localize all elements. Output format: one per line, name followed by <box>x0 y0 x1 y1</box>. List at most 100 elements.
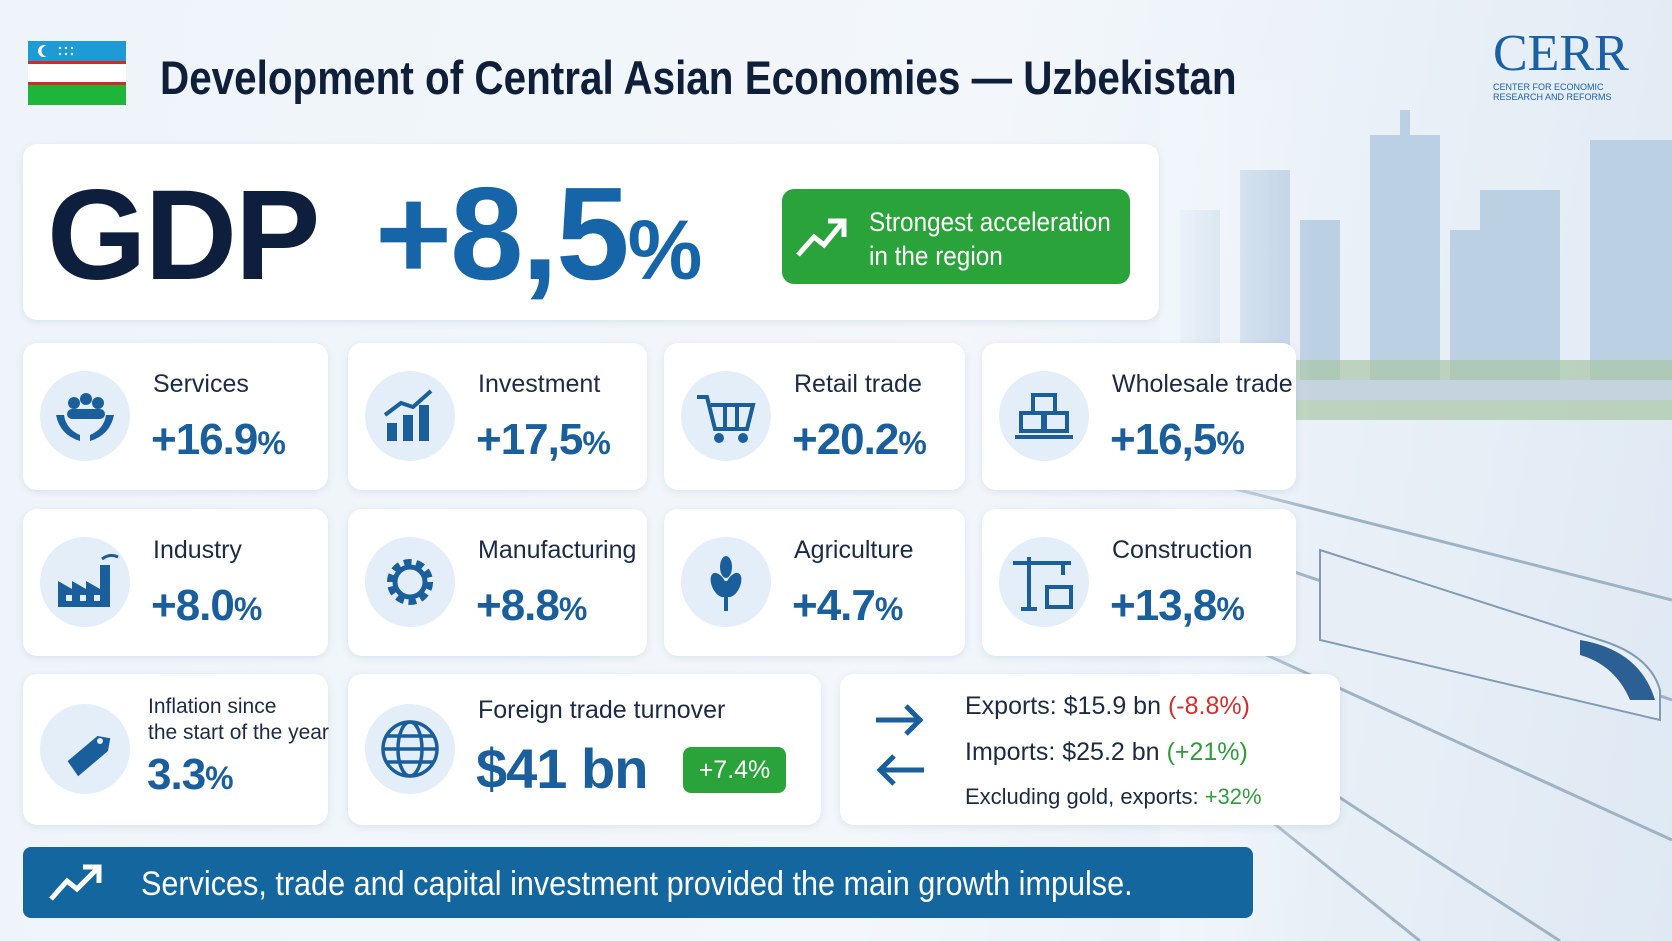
sector-card: Agriculture +4.7% <box>664 509 965 656</box>
icon <box>365 537 455 627</box>
gdp-unit: % <box>627 203 703 297</box>
sector-name: Retail trade <box>794 370 922 398</box>
sector-value: +17,5 <box>476 415 583 464</box>
sector-unit: % <box>1216 591 1244 627</box>
flow-value: $25.2 bn <box>1062 738 1160 766</box>
flag <box>28 41 126 105</box>
sector-name: Services <box>153 370 249 398</box>
sector-unit: % <box>898 425 926 461</box>
exports-row: Exports: $15.9 bn (-8.8%) <box>965 692 1250 721</box>
sector-icon <box>383 389 433 441</box>
sector-value: +16.9 <box>151 415 258 464</box>
sector-name: Manufacturing <box>478 536 637 564</box>
gdp-value-wrap: +8,5% <box>375 158 702 309</box>
icon <box>40 704 130 794</box>
gdp-card: GDP +8,5% Strongest acceleration in the … <box>23 144 1159 320</box>
sector-value-wrap: +17,5% <box>476 415 611 465</box>
inflation-unit: % <box>205 760 233 796</box>
icon <box>681 537 771 627</box>
flow-arrows <box>876 704 924 786</box>
sector-value: +20.2 <box>792 415 899 464</box>
sector-value-wrap: +20.2% <box>792 415 927 465</box>
label-line: the start of the year <box>148 721 329 744</box>
sector-unit: % <box>558 591 587 627</box>
inflation-value-wrap: 3.3% <box>147 750 234 800</box>
flow-label: Exports: <box>965 692 1057 720</box>
imports-row: Imports: $25.2 bn (+21%) <box>965 738 1248 767</box>
sector-card: Retail trade +20.2% <box>664 343 965 490</box>
icon <box>40 371 130 461</box>
sector-unit: % <box>874 591 903 627</box>
sector-value-wrap: +16,5% <box>1110 415 1245 465</box>
sector-unit: % <box>233 591 262 627</box>
sector-icon <box>1013 557 1073 611</box>
gdp-badge-text: Strongest acceleration in the region <box>869 205 1111 273</box>
logo: CERR CENTER FOR ECONOMIC RESEARCH AND RE… <box>1493 25 1663 103</box>
sector-value-wrap: +13,8% <box>1110 581 1245 631</box>
sector-value: +13,8 <box>1110 581 1217 630</box>
icon <box>365 371 455 461</box>
inflation-card: Inflation since the start of the year 3.… <box>23 674 329 825</box>
sector-value: +8.8 <box>476 581 560 630</box>
badge-line: in the region <box>869 241 1003 271</box>
gdp-value: +8,5 <box>375 160 630 307</box>
logo-line: CENTER FOR ECONOMIC <box>1493 82 1604 92</box>
flow-change: +32% <box>1204 784 1262 809</box>
inflation-label: Inflation since the start of the year <box>148 694 329 746</box>
trade-card: Foreign trade turnover $41 bn +7.4% <box>348 674 821 825</box>
inflation-value: 3.3 <box>147 750 206 799</box>
sector-icon <box>58 553 119 607</box>
trade-value: $41 bn <box>476 737 648 800</box>
sector-name: Construction <box>1112 536 1253 564</box>
sector-name: Investment <box>478 370 601 398</box>
logo-line: RESEARCH AND REFORMS <box>1493 92 1612 102</box>
sector-name: Agriculture <box>794 536 914 564</box>
sector-card: Industry +8.0% <box>23 509 328 656</box>
sector-card: Manufacturing +8.8% <box>348 509 647 656</box>
flow-label: Excluding gold, exports: <box>965 784 1199 809</box>
trend-icon <box>796 218 847 257</box>
icon <box>999 537 1089 627</box>
sector-icon <box>1015 393 1073 439</box>
tag-icon <box>67 735 111 777</box>
gold-row: Excluding gold, exports: +32% <box>965 784 1262 810</box>
footer-text: Services, trade and capital investment p… <box>141 865 1133 903</box>
gdp-badge: Strongest acceleration in the region <box>782 189 1130 284</box>
icon <box>999 371 1089 461</box>
sector-value-wrap: +8.8% <box>476 581 587 631</box>
sector-card: Wholesale trade +16,5% <box>982 343 1296 490</box>
icon <box>40 537 130 627</box>
logo-name: CERR <box>1493 25 1629 82</box>
sector-card: Services +16.9% <box>23 343 328 490</box>
trend-icon <box>49 864 102 901</box>
sector-value-wrap: +8.0% <box>151 581 262 631</box>
sector-icon <box>697 395 756 443</box>
sector-unit: % <box>582 425 610 461</box>
sector-value-wrap: +16.9% <box>151 415 286 465</box>
sector-card: Investment +17,5% <box>348 343 647 490</box>
sector-icon <box>56 393 114 441</box>
sector-card: Construction +13,8% <box>982 509 1296 656</box>
title: Development of Central Asian Economies —… <box>160 51 1237 104</box>
flow-change: (-8.8%) <box>1167 692 1250 720</box>
trade-change: +7.4% <box>683 747 786 793</box>
footer-bar: Services, trade and capital investment p… <box>23 847 1253 918</box>
sector-unit: % <box>1216 425 1244 461</box>
gdp-label: GDP <box>47 164 320 307</box>
sector-unit: % <box>257 425 285 461</box>
globe-icon <box>381 720 439 778</box>
sector-icon <box>387 559 433 605</box>
icon <box>681 371 771 461</box>
flows-card: Exports: $15.9 bn (-8.8%) Imports: $25.2… <box>840 674 1340 825</box>
sector-value: +4.7 <box>792 581 876 630</box>
sector-name: Wholesale trade <box>1112 370 1293 398</box>
sector-value-wrap: +4.7% <box>792 581 903 631</box>
label-line: Inflation since <box>148 695 277 718</box>
flow-change: (+21%) <box>1166 738 1248 766</box>
sector-value: +16,5 <box>1110 415 1217 464</box>
sector-value: +8.0 <box>151 581 235 630</box>
badge-line: Strongest acceleration <box>869 207 1111 237</box>
flow-value: $15.9 bn <box>1063 692 1161 720</box>
sector-icon <box>710 556 742 611</box>
